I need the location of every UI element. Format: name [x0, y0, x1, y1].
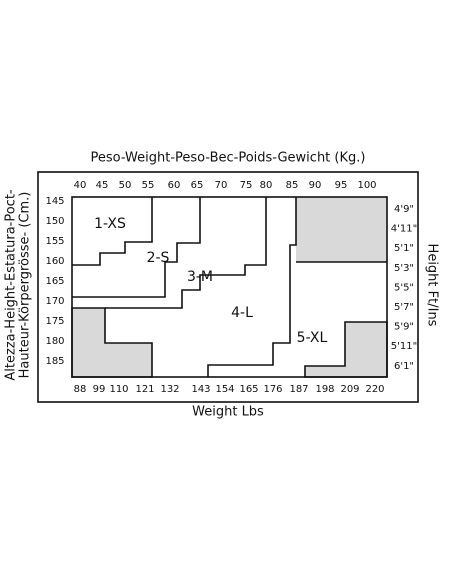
size-label: 1-XS	[94, 216, 126, 232]
kg-label: 60	[168, 180, 181, 191]
lbs-label: 154	[215, 384, 234, 395]
lbs-label: 132	[160, 384, 179, 395]
chart-frame	[71, 196, 388, 378]
ft-label: 4'9"	[394, 204, 414, 215]
ft-label: 5'9"	[394, 322, 414, 333]
lbs-label: 110	[109, 384, 128, 395]
kg-label: 55	[142, 180, 155, 191]
boundary	[207, 197, 297, 377]
kg-label: 90	[309, 180, 322, 191]
cm-label: 145	[45, 196, 64, 207]
size-label: 3-M	[187, 269, 213, 285]
cm-label: 185	[45, 356, 64, 367]
outer-frame	[37, 171, 419, 403]
cm-label: 180	[45, 336, 64, 347]
boundary	[105, 197, 267, 309]
lbs-label: 176	[263, 384, 282, 395]
ft-label: 5'3"	[394, 263, 414, 274]
ft-label: 4'11"	[391, 224, 417, 235]
cm-label: 155	[45, 236, 64, 247]
kg-label: 80	[260, 180, 273, 191]
lbs-label: 198	[315, 384, 334, 395]
kg-label: 45	[96, 180, 109, 191]
cm-label: 150	[45, 216, 64, 227]
lbs-label: 220	[365, 384, 384, 395]
kg-label: 50	[119, 180, 132, 191]
ft-label: 5'11"	[391, 341, 417, 352]
kg-label: 65	[191, 180, 204, 191]
cm-label: 170	[45, 296, 64, 307]
lbs-label: 165	[239, 384, 258, 395]
kg-label: 75	[240, 180, 253, 191]
cm-label: 165	[45, 276, 64, 287]
shaded-area	[296, 197, 387, 262]
title: Peso-Weight-Peso-Bec-Poids-Gewicht (Kg.)	[91, 151, 366, 166]
lbs-label: 121	[135, 384, 154, 395]
lbs-label: 99	[93, 384, 106, 395]
size-label: 4-L	[231, 305, 253, 321]
kg-label: 70	[215, 180, 228, 191]
kg-label: 85	[286, 180, 299, 191]
size-label: 2-S	[147, 250, 170, 266]
lbs-label: 209	[340, 384, 359, 395]
kg-label: 95	[335, 180, 348, 191]
cm-label: 160	[45, 256, 64, 267]
size-label: 5-XL	[297, 330, 328, 346]
y-axis-title: Altezza-Height-Estatura-Poct-	[4, 189, 19, 381]
y-axis-title: Hauteur-Körpergrösse- (Cm.)	[18, 192, 33, 379]
ft-label: 5'5"	[394, 282, 414, 293]
boundary	[72, 197, 201, 298]
lbs-label: 88	[74, 384, 87, 395]
lbs-label: 187	[289, 384, 308, 395]
ft-label: 5'1"	[394, 243, 414, 254]
ft-label: 6'1"	[394, 361, 414, 372]
boundary	[72, 197, 153, 266]
kg-label: 40	[74, 180, 87, 191]
lbs-label: 143	[191, 384, 210, 395]
kg-label: 100	[357, 180, 376, 191]
ft-label: 5'7"	[394, 302, 414, 313]
x-axis-title: Weight Lbs	[192, 405, 264, 420]
cm-label: 175	[45, 316, 64, 327]
y2-axis-title: Height Ft/Ins	[425, 244, 440, 327]
